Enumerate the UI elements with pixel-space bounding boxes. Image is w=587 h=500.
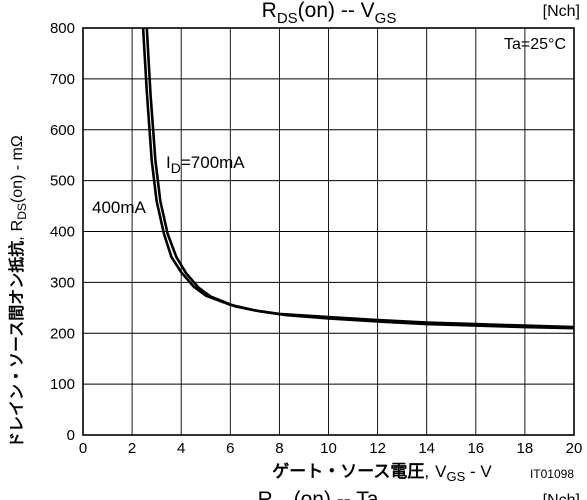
x-tick-label: 8 <box>275 440 283 457</box>
y-tick-label: 400 <box>50 224 75 241</box>
y-tick-label: 800 <box>50 20 75 37</box>
condition-label: Ta=25°C <box>504 36 566 53</box>
series-label-700ma: ID=700mA <box>166 153 245 176</box>
y-tick-label: 500 <box>50 173 75 190</box>
x-axis-label: ゲート・ソース電圧, VGS - V <box>272 461 492 484</box>
x-tick-label: 14 <box>418 440 435 457</box>
x-tick-label: 20 <box>566 440 583 457</box>
y-tick-label: 600 <box>50 122 75 139</box>
y-axis-label: ドレイン・ソース間オン抵抗,RDS(on) - mΩ <box>7 135 29 448</box>
y-tick-label: 200 <box>50 325 75 342</box>
next-figure-title: RDS(on) -- Ta <box>258 488 379 500</box>
x-tick-label: 2 <box>128 440 136 457</box>
series-line-400ma <box>145 27 575 330</box>
x-tick-label: 16 <box>467 440 484 457</box>
x-tick-label: 0 <box>79 440 87 457</box>
y-tick-label: 0 <box>67 427 75 444</box>
x-tick-label: 4 <box>177 440 185 457</box>
channel-label: [Nch] <box>543 3 580 20</box>
y-tick-label: 300 <box>50 274 75 291</box>
y-tick-label: 700 <box>50 71 75 88</box>
plot-frame <box>82 27 575 436</box>
next-figure-channel: [Nch] <box>543 492 580 500</box>
x-tick-label: 10 <box>320 440 337 457</box>
x-tick-label: 18 <box>517 440 534 457</box>
series-label-400ma: 400mA <box>92 198 147 217</box>
x-tick-label: 6 <box>226 440 234 457</box>
y-tick-label: 100 <box>50 376 75 393</box>
figure-code: IT01098 <box>530 467 574 481</box>
x-axis: 0 2 4 6 8 10 12 14 16 18 20 <box>79 440 583 457</box>
series-group <box>141 27 575 330</box>
x-tick-label: 12 <box>369 440 386 457</box>
y-axis: 0 100 200 300 400 500 600 700 800 <box>50 20 75 444</box>
grid <box>83 28 574 435</box>
chart-title: RDS(on) -- VGS <box>262 0 397 27</box>
